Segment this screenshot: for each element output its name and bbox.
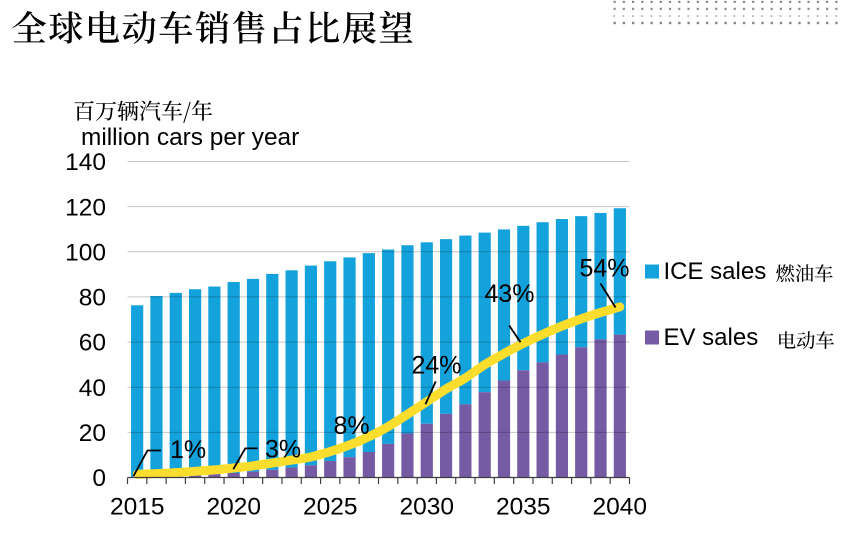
svg-text:EV sales: EV sales xyxy=(664,324,759,351)
svg-text:2020: 2020 xyxy=(206,494,261,521)
svg-text:20: 20 xyxy=(79,420,106,447)
svg-text:100: 100 xyxy=(65,239,106,266)
svg-text:80: 80 xyxy=(79,285,106,312)
svg-text:2015: 2015 xyxy=(110,494,165,521)
svg-text:120: 120 xyxy=(65,194,106,221)
svg-text:3%: 3% xyxy=(265,436,301,464)
svg-text:43%: 43% xyxy=(485,280,535,308)
svg-text:8%: 8% xyxy=(334,412,370,440)
svg-text:2035: 2035 xyxy=(496,494,551,521)
svg-text:40: 40 xyxy=(79,375,106,402)
svg-text:0: 0 xyxy=(92,465,106,492)
svg-text:24%: 24% xyxy=(412,352,462,380)
svg-text:60: 60 xyxy=(79,330,106,357)
svg-text:54%: 54% xyxy=(580,255,630,283)
svg-text:2025: 2025 xyxy=(303,494,358,521)
svg-text:million cars per year: million cars per year xyxy=(81,124,299,151)
svg-text:2030: 2030 xyxy=(400,494,455,521)
svg-text:1%: 1% xyxy=(170,436,206,464)
svg-text:140: 140 xyxy=(65,149,106,176)
svg-text:2040: 2040 xyxy=(593,494,648,521)
svg-text:ICE sales: ICE sales xyxy=(664,258,767,285)
